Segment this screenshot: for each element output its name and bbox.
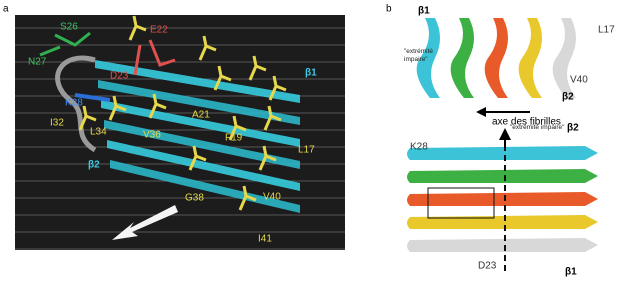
annotation: β2: [562, 92, 574, 103]
fibril-strand: [416, 18, 440, 98]
annotation: β1: [565, 267, 577, 278]
side-chain: [78, 105, 97, 131]
beta-strand: [107, 140, 300, 191]
beta-strand: [98, 80, 300, 125]
fibril-strand: [450, 18, 474, 98]
beta-strand: [407, 238, 598, 252]
beta-strand: [95, 60, 300, 103]
loop: [74, 93, 111, 102]
beta-strand: [407, 215, 598, 229]
annotation: V36: [143, 130, 161, 141]
annotation: β2: [567, 123, 579, 134]
side-chain: [198, 35, 217, 61]
annotation: A21: [192, 110, 210, 121]
beta-strand: [407, 192, 598, 206]
beta-strand: [101, 100, 300, 147]
annotation: V40: [570, 75, 588, 86]
annotation: F19: [225, 133, 243, 144]
side-chain: [133, 39, 176, 76]
beta-strand: [407, 146, 598, 160]
side-chain: [228, 115, 247, 141]
side-chain: [108, 95, 127, 121]
annotation: β1: [418, 6, 430, 17]
annotation: L17: [298, 145, 315, 156]
annotation: "extrémité impaire": [510, 124, 565, 131]
loop: [55, 55, 97, 153]
side-chain: [248, 55, 267, 81]
side-chain: [188, 145, 207, 171]
arrow-head: [499, 128, 511, 140]
annotation: axe des fibrilles: [492, 117, 561, 128]
panel-a-image: [15, 15, 345, 250]
annotation: V40: [263, 192, 281, 203]
beta-strand: [104, 120, 300, 169]
annotation: β1: [305, 68, 317, 79]
annotation: G38: [185, 193, 204, 204]
arrow-head: [476, 107, 486, 117]
annotation: "extrémité impaire": [404, 48, 434, 63]
side-chain: [148, 93, 167, 119]
beta-strand: [407, 169, 598, 183]
annotation: K28: [410, 142, 428, 153]
annotation: L34: [90, 127, 107, 138]
direction-arrow: [112, 205, 178, 240]
annotation: K28: [65, 98, 83, 109]
side-chain: [258, 145, 277, 171]
annotation: E22: [150, 25, 168, 36]
side-chain: [39, 31, 91, 57]
annotation: D23: [478, 261, 497, 272]
side-chain: [268, 75, 287, 101]
fibril-strand: [552, 18, 576, 98]
fibril-strand: [518, 18, 542, 98]
annotation: I32: [50, 118, 64, 129]
annotation: I41: [258, 234, 272, 245]
annotation: D23: [110, 71, 129, 82]
annotation: S26: [60, 22, 78, 33]
panel-label: a: [3, 4, 9, 15]
side-chain: [213, 65, 232, 91]
side-chain: [128, 15, 147, 41]
annotation: "extrémité impaire": [404, 48, 434, 63]
fibril-strand: [484, 18, 508, 98]
side-chain: [263, 105, 282, 131]
structure-rendering: [39, 15, 598, 275]
side-chain: [238, 185, 257, 211]
annotation: "extrémité impaire": [510, 124, 565, 131]
highlight-box: [427, 187, 495, 219]
panel-label: b: [386, 4, 392, 15]
annotation: L17: [598, 25, 615, 36]
annotation: N27: [28, 57, 47, 68]
annotation: β2: [88, 160, 100, 171]
